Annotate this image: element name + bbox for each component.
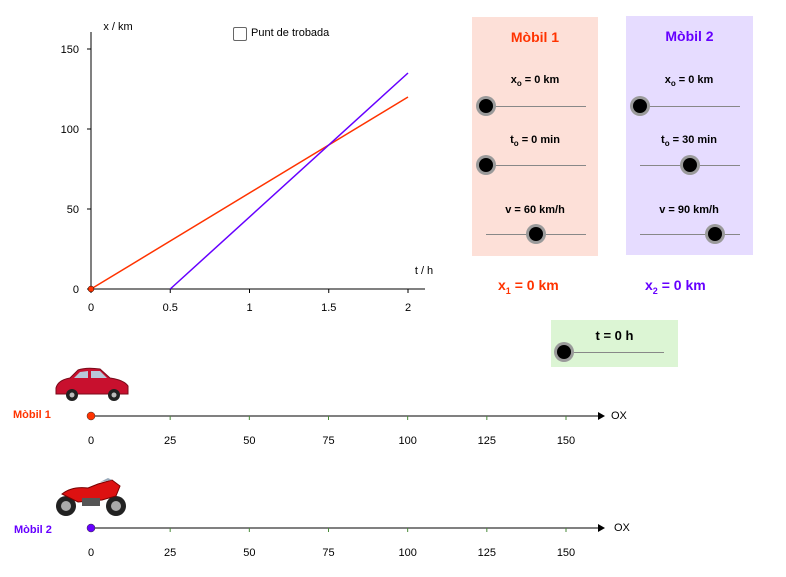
track2-tick-label: 150 bbox=[557, 547, 575, 559]
mobil2-title: Mòbil 2 bbox=[665, 28, 714, 44]
x-tick-label: 0.5 bbox=[163, 302, 178, 314]
series-2-line bbox=[169, 72, 409, 290]
mobil1-slider-1-knob[interactable] bbox=[479, 99, 493, 113]
track2-tick-label: 75 bbox=[322, 547, 334, 559]
motorcycle-icon bbox=[56, 478, 126, 516]
mobil1-slider-3-label: v = 60 km/h bbox=[505, 204, 565, 216]
x-tick-label: 1.5 bbox=[321, 302, 336, 314]
mobil2-slider-1-track[interactable] bbox=[640, 106, 740, 107]
x-axis-label: t / h bbox=[415, 265, 433, 277]
track1-tick-label: 0 bbox=[88, 435, 94, 447]
mobil2-slider-3-track[interactable] bbox=[640, 234, 740, 235]
mobil1-track-label: Mòbil 1 bbox=[13, 409, 51, 421]
mobil1-position-result: x1 = 0 km bbox=[498, 277, 559, 296]
mobil1-panel: Mòbil 1 bbox=[472, 17, 598, 256]
track2-tick-label: 25 bbox=[164, 547, 176, 559]
mobil2-axis-label: OX bbox=[614, 522, 630, 534]
x-tick-label: 2 bbox=[405, 302, 411, 314]
mobil2-slider-1-label: xo = 0 km bbox=[664, 74, 714, 89]
track1-tick-label: 100 bbox=[398, 435, 416, 447]
car-icon bbox=[55, 367, 129, 401]
track1-tick-label: 150 bbox=[557, 435, 575, 447]
mobil2-slider-1-knob[interactable] bbox=[633, 99, 647, 113]
y-tick-label: 50 bbox=[67, 204, 79, 216]
time-slider-track[interactable] bbox=[564, 352, 664, 353]
mobil1-slider-3-knob[interactable] bbox=[529, 227, 543, 241]
track1-tick-label: 75 bbox=[322, 435, 334, 447]
y-tick-label: 150 bbox=[61, 44, 79, 56]
series-1-line bbox=[90, 96, 409, 290]
y-axis-label: x / km bbox=[103, 21, 132, 33]
mobil2-slider-2-label: to = 30 min bbox=[661, 134, 717, 149]
track2-position-point bbox=[86, 523, 96, 533]
mobil1-title: Mòbil 1 bbox=[510, 29, 560, 45]
mobil2-slider-3-label: v = 90 km/h bbox=[659, 204, 719, 216]
mobil1-slider-2-track[interactable] bbox=[486, 165, 586, 166]
track1-tick-label: 125 bbox=[478, 435, 496, 447]
time-label: t = 0 h bbox=[595, 328, 634, 343]
track2-axis-arrow bbox=[598, 524, 605, 532]
mobil1-slider-1-label: xo = 0 km bbox=[510, 74, 560, 89]
meeting-point-label: Punt de trobada bbox=[251, 27, 330, 39]
mobil2-slider-3-knob[interactable] bbox=[708, 227, 722, 241]
track1-position-point bbox=[86, 411, 96, 421]
mobil1-slider-1-track[interactable] bbox=[486, 106, 586, 107]
current-point bbox=[87, 285, 95, 293]
time-slider-knob[interactable] bbox=[557, 345, 571, 359]
y-tick-label: 0 bbox=[73, 284, 79, 296]
mobil1-axis-label: OX bbox=[611, 410, 627, 422]
mobil1-slider-2-knob[interactable] bbox=[479, 158, 493, 172]
track1-tick-label: 25 bbox=[164, 435, 176, 447]
track1-tick-label: 50 bbox=[243, 435, 255, 447]
x-tick-label: 0 bbox=[88, 302, 94, 314]
track2-tick-label: 0 bbox=[88, 547, 94, 559]
track2-tick-label: 50 bbox=[243, 547, 255, 559]
mobil2-panel: Mòbil 2 bbox=[626, 16, 753, 255]
mobil2-track-label: Mòbil 2 bbox=[14, 524, 52, 536]
meeting-point-checkbox[interactable] bbox=[233, 27, 247, 41]
mobil1-slider-2-label: to = 0 min bbox=[510, 134, 560, 149]
track2-tick-label: 100 bbox=[398, 547, 416, 559]
time-panel: t = 0 h bbox=[551, 320, 678, 367]
mobil2-slider-2-knob[interactable] bbox=[683, 158, 697, 172]
track1-axis-arrow bbox=[598, 412, 605, 420]
x-tick-label: 1 bbox=[246, 302, 252, 314]
mobil2-position-result: x2 = 0 km bbox=[645, 277, 706, 296]
track2-tick-label: 125 bbox=[478, 547, 496, 559]
y-tick-label: 100 bbox=[61, 124, 79, 136]
